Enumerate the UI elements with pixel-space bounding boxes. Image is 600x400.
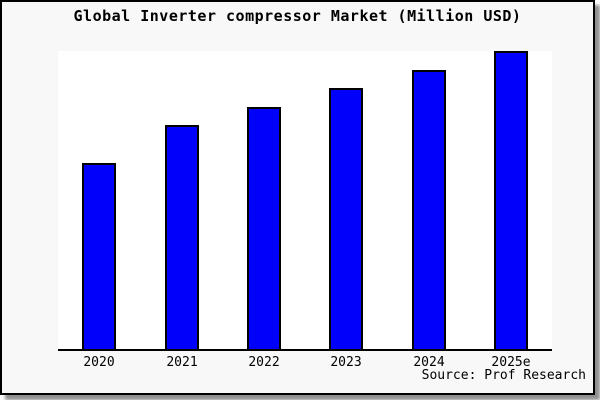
source-attribution: Source: Prof Research bbox=[421, 368, 586, 383]
plot-area bbox=[58, 51, 552, 351]
chart-page-frame: Global Inverter compressor Market (Milli… bbox=[0, 0, 595, 395]
bar-2024 bbox=[412, 70, 446, 349]
x-tick-label-2023: 2023 bbox=[330, 355, 362, 370]
x-tick-label-2021: 2021 bbox=[166, 355, 198, 370]
bar-2022 bbox=[247, 107, 281, 349]
bar-2020 bbox=[82, 163, 116, 349]
x-tick-label-2020: 2020 bbox=[83, 355, 115, 370]
x-tick-label-2024: 2024 bbox=[413, 355, 445, 370]
bar-2021 bbox=[165, 125, 199, 349]
bar-2025e bbox=[494, 51, 528, 349]
x-tick-label-2022: 2022 bbox=[248, 355, 280, 370]
bar-2023 bbox=[329, 88, 363, 349]
chart-title: Global Inverter compressor Market (Milli… bbox=[73, 7, 522, 25]
x-tick-label-2025e: 2025e bbox=[491, 355, 531, 370]
